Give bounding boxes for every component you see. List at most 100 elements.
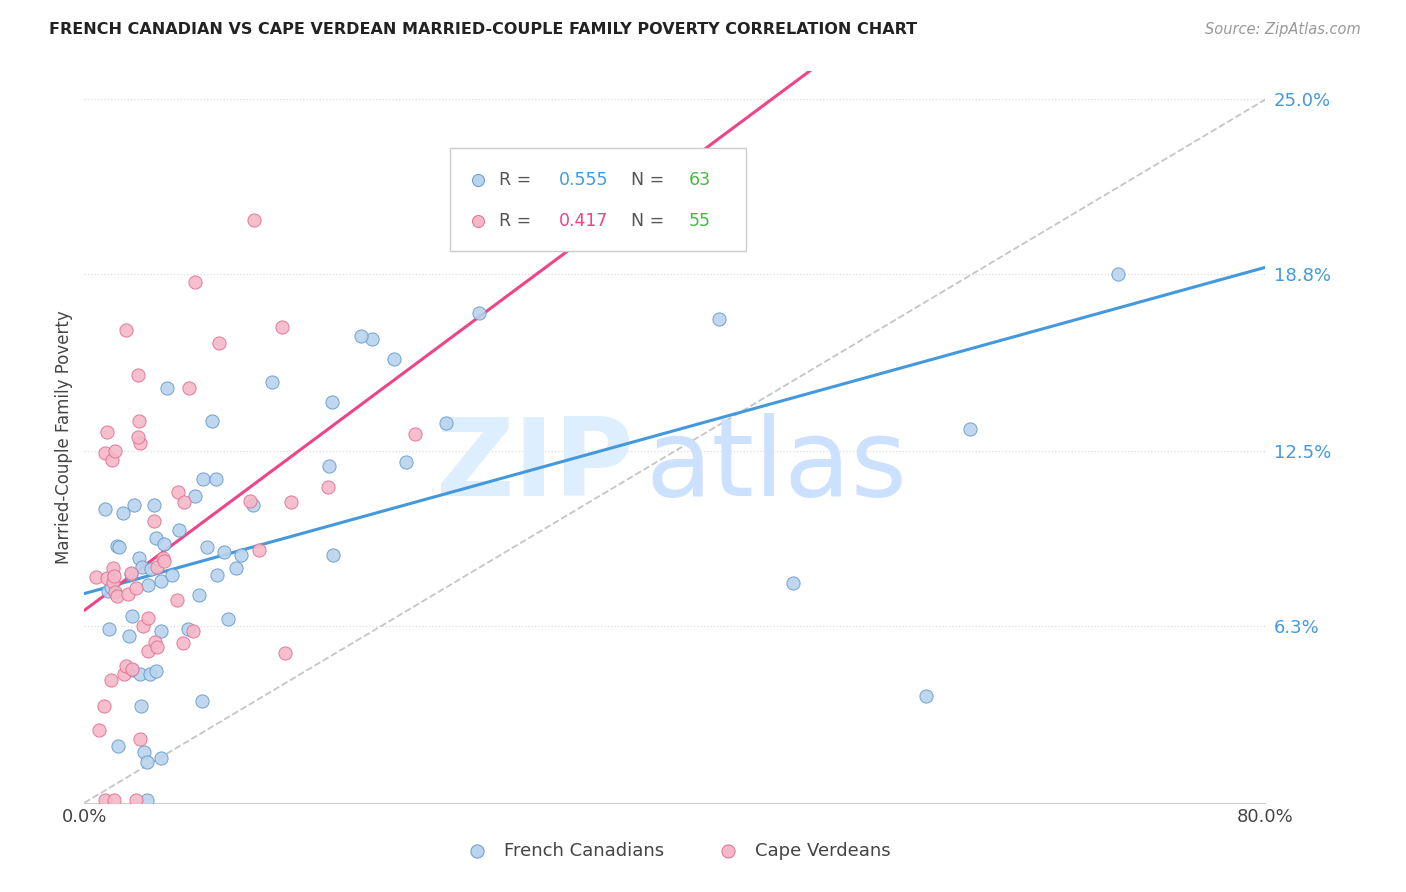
- Point: [177, 622, 200, 636]
- Point: [132, 619, 155, 633]
- Point: [103, 793, 125, 807]
- Point: [131, 560, 153, 574]
- Point: [160, 568, 183, 582]
- Point: [183, 624, 205, 638]
- Point: [155, 381, 177, 395]
- Point: [782, 576, 804, 591]
- Point: [96, 425, 118, 439]
- Point: [121, 663, 143, 677]
- Point: [98, 622, 121, 636]
- Point: [322, 548, 344, 562]
- Point: [271, 319, 294, 334]
- Point: [146, 560, 169, 574]
- Point: [212, 545, 235, 559]
- Point: [243, 213, 266, 227]
- Point: [143, 498, 166, 512]
- Point: [467, 306, 489, 320]
- Text: Source: ZipAtlas.com: Source: ZipAtlas.com: [1205, 22, 1361, 37]
- Text: 0.555: 0.555: [560, 171, 609, 189]
- Point: [96, 571, 118, 585]
- Text: 55: 55: [689, 212, 711, 230]
- Text: R =: R =: [499, 171, 537, 189]
- Point: [201, 414, 224, 428]
- Point: [118, 629, 141, 643]
- Point: [127, 430, 149, 444]
- Point: [177, 381, 200, 395]
- Point: [104, 585, 127, 599]
- Point: [318, 458, 340, 473]
- Point: [132, 745, 155, 759]
- Point: [107, 739, 129, 754]
- Point: [117, 587, 139, 601]
- Point: [100, 673, 122, 688]
- Point: [135, 793, 157, 807]
- Text: 63: 63: [689, 171, 711, 189]
- Point: [229, 548, 252, 562]
- Point: [959, 422, 981, 436]
- Point: [150, 751, 173, 765]
- Legend: French Canadians, Cape Verdeans: French Canadians, Cape Verdeans: [453, 835, 897, 867]
- Point: [108, 540, 131, 554]
- Point: [136, 610, 159, 624]
- Point: [97, 583, 120, 598]
- Point: [149, 624, 172, 638]
- Point: [120, 567, 142, 582]
- Point: [274, 646, 297, 660]
- Text: R =: R =: [499, 212, 537, 230]
- Point: [94, 502, 117, 516]
- Point: [167, 485, 190, 500]
- Point: [104, 443, 127, 458]
- Point: [103, 575, 125, 590]
- Point: [112, 666, 135, 681]
- Point: [94, 793, 117, 807]
- Point: [136, 578, 159, 592]
- Text: ZIP: ZIP: [434, 413, 634, 519]
- Point: [129, 699, 152, 714]
- Point: [105, 589, 128, 603]
- Point: [93, 446, 115, 460]
- Point: [641, 182, 664, 196]
- Point: [101, 453, 124, 467]
- Text: FRENCH CANADIAN VS CAPE VERDEAN MARRIED-COUPLE FAMILY POVERTY CORRELATION CHART: FRENCH CANADIAN VS CAPE VERDEAN MARRIED-…: [49, 22, 917, 37]
- Point: [191, 472, 214, 486]
- Point: [207, 336, 229, 351]
- Point: [136, 643, 159, 657]
- Point: [382, 351, 405, 366]
- Point: [318, 480, 340, 494]
- Point: [122, 498, 145, 512]
- Point: [242, 498, 264, 512]
- Point: [217, 612, 239, 626]
- Point: [141, 562, 163, 576]
- Point: [184, 276, 207, 290]
- Point: [321, 395, 343, 409]
- Point: [225, 561, 247, 575]
- Point: [103, 568, 125, 582]
- Point: [145, 665, 167, 679]
- Point: [84, 570, 107, 584]
- Point: [127, 368, 149, 383]
- Point: [187, 588, 209, 602]
- Point: [350, 328, 373, 343]
- Point: [361, 332, 384, 346]
- Point: [915, 689, 938, 703]
- Point: [143, 635, 166, 649]
- Point: [115, 659, 138, 673]
- Point: [709, 312, 731, 326]
- Point: [145, 532, 167, 546]
- Point: [145, 640, 167, 655]
- Point: [125, 582, 148, 596]
- Point: [239, 494, 262, 508]
- Point: [89, 723, 111, 737]
- Point: [128, 666, 150, 681]
- Text: N =: N =: [631, 171, 669, 189]
- Point: [167, 523, 190, 537]
- Point: [128, 414, 150, 428]
- Point: [120, 566, 142, 581]
- Point: [121, 608, 143, 623]
- FancyBboxPatch shape: [450, 148, 745, 251]
- Point: [114, 323, 136, 337]
- Point: [153, 537, 176, 551]
- Point: [129, 435, 152, 450]
- Point: [509, 219, 531, 233]
- Point: [247, 543, 270, 558]
